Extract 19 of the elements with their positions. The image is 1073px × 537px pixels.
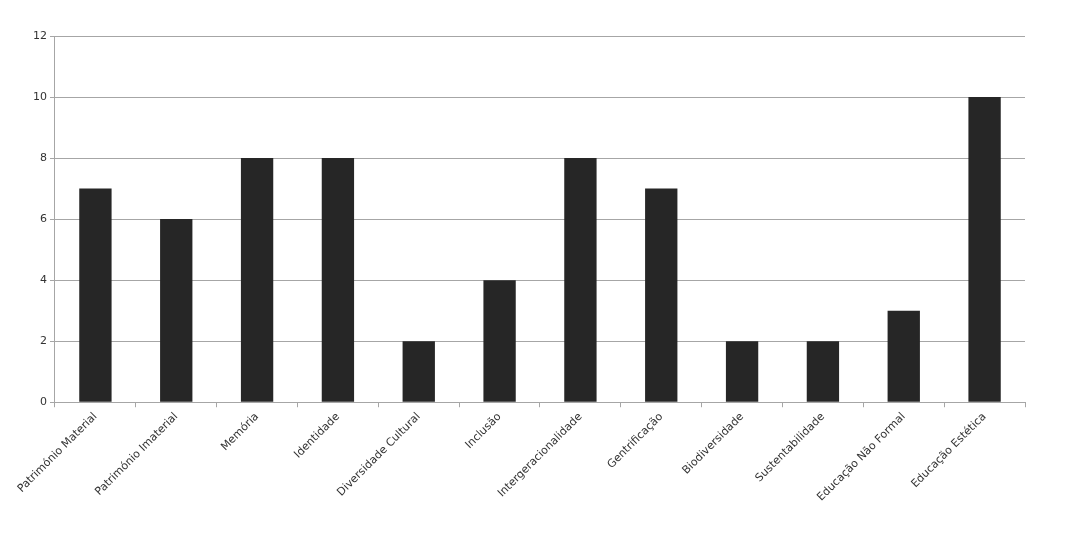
- y-tick-label: 2: [40, 334, 47, 348]
- bar: [160, 219, 193, 402]
- bar: [79, 188, 112, 402]
- y-tick-label: 12: [33, 28, 47, 42]
- bar: [321, 158, 355, 402]
- bar: [645, 188, 678, 402]
- y-tick-label: 8: [40, 150, 47, 164]
- bar: [887, 310, 920, 402]
- bar: [240, 158, 274, 402]
- y-tick-label: 0: [40, 395, 47, 409]
- bar: [483, 280, 516, 402]
- bar: [402, 341, 435, 402]
- bar: [725, 341, 759, 402]
- bar: [806, 341, 840, 402]
- y-tick-label: 4: [40, 273, 47, 287]
- y-tick-label: 10: [33, 89, 47, 103]
- y-tick-label: 6: [40, 211, 47, 225]
- bar: [564, 158, 597, 402]
- bar: [968, 97, 1001, 402]
